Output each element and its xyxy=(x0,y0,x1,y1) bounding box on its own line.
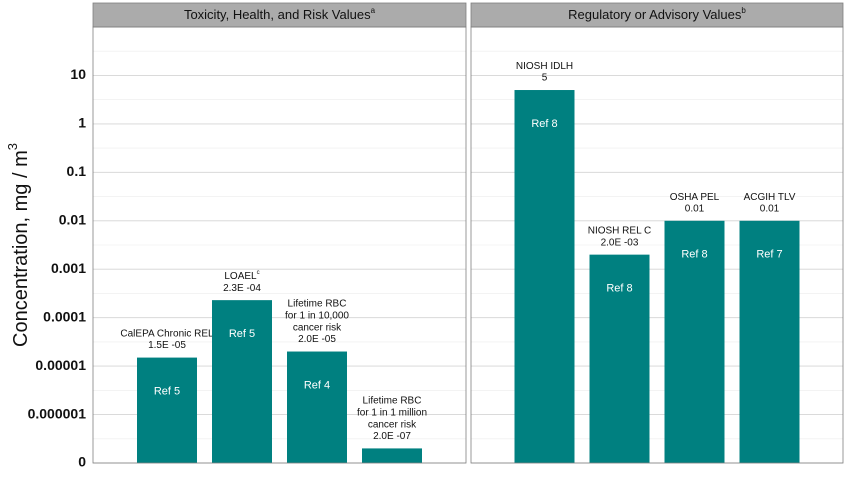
value-label: 5 xyxy=(542,73,548,84)
panel-border xyxy=(92,26,467,464)
bar xyxy=(212,300,272,463)
category-label: Lifetime RBC xyxy=(288,298,347,309)
category-label: LOAELc xyxy=(224,270,259,282)
value-label: 2.3E -04 xyxy=(223,283,261,294)
facet-title-note: b xyxy=(741,6,746,15)
category-note: c xyxy=(257,270,260,276)
category-label-text: CalEPA Chronic REL xyxy=(120,328,214,339)
y-tick-label: 0.0001 xyxy=(43,308,86,324)
value-label: 0.01 xyxy=(685,203,705,214)
category-label-text: cancer risk xyxy=(293,322,342,333)
y-axis-label-sup: 3 xyxy=(5,143,20,150)
bar xyxy=(514,90,575,463)
facet-title-text: Regulatory or Advisory Values xyxy=(568,7,742,22)
value-label: 2.0E -03 xyxy=(601,237,639,248)
category-label: for 1 in 10,000 xyxy=(285,310,349,321)
ref-label: Ref 5 xyxy=(229,328,255,340)
facet-title-note: a xyxy=(371,6,376,15)
value-label: 1.5E -05 xyxy=(148,340,186,351)
y-tick-label: 10 xyxy=(70,66,86,82)
facet-strip xyxy=(470,2,844,28)
y-axis-label-text: Concentration, mg / m xyxy=(10,150,32,347)
y-axis-label: Concentration, mg / m3 xyxy=(5,143,32,347)
category-label-text: Lifetime RBC xyxy=(288,298,347,309)
y-tick-label: 0 xyxy=(78,454,86,470)
y-tick-label: 0.00001 xyxy=(35,357,86,373)
category-label-text: ACGIH TLV xyxy=(744,191,796,202)
category-label: for 1 in 1 million xyxy=(357,407,427,418)
ref-label: Ref 7 xyxy=(756,249,782,261)
ref-label: Ref 8 xyxy=(681,249,707,261)
category-label-text: for 1 in 1 million xyxy=(357,407,427,418)
category-label: CalEPA Chronic REL xyxy=(120,328,214,339)
ref-label: Ref 5 xyxy=(154,385,180,397)
bar xyxy=(137,357,197,463)
category-label: cancer risk xyxy=(293,322,342,333)
ref-label: Ref 4 xyxy=(379,476,405,478)
value-label: 0.01 xyxy=(760,203,780,214)
value-label: 2.0E -07 xyxy=(373,431,411,442)
y-tick-label: 0.01 xyxy=(59,211,86,227)
ref-label: Ref 4 xyxy=(304,379,330,391)
category-label-text: Lifetime RBC xyxy=(363,395,422,406)
ref-label: Ref 8 xyxy=(606,283,632,295)
category-label-text: NIOSH IDLH xyxy=(516,61,573,72)
category-label: cancer risk xyxy=(368,419,417,430)
y-tick-label: 0.1 xyxy=(67,163,87,179)
bar xyxy=(739,220,800,463)
facet-title-text: Toxicity, Health, and Risk Values xyxy=(184,7,371,22)
value-label: 2.0E -05 xyxy=(298,334,336,345)
y-tick-label: 0.000001 xyxy=(28,405,87,421)
ref-label: Ref 8 xyxy=(531,118,557,130)
y-tick-label: 0.001 xyxy=(51,260,86,276)
y-tick-label: 1 xyxy=(78,115,86,131)
bar xyxy=(664,220,725,463)
category-label: NIOSH REL C xyxy=(588,225,652,236)
bar xyxy=(287,351,347,463)
category-label-text: NIOSH REL C xyxy=(588,225,652,236)
panel-border xyxy=(470,26,844,464)
facet-title: Toxicity, Health, and Risk Valuesa xyxy=(184,6,376,22)
category-label-text: LOAEL xyxy=(224,271,257,282)
category-label-text: OSHA PEL xyxy=(670,191,720,202)
facet-strip xyxy=(92,2,467,28)
category-label: OSHA PEL xyxy=(670,191,720,202)
bar xyxy=(362,448,422,463)
category-label-text: for 1 in 10,000 xyxy=(285,310,349,321)
bar xyxy=(589,254,650,463)
category-label: ACGIH TLV xyxy=(744,191,796,202)
category-label-text: cancer risk xyxy=(368,419,417,430)
category-label: NIOSH IDLH xyxy=(516,61,573,72)
facet-title: Regulatory or Advisory Valuesb xyxy=(568,6,746,22)
category-label: Lifetime RBC xyxy=(363,395,422,406)
